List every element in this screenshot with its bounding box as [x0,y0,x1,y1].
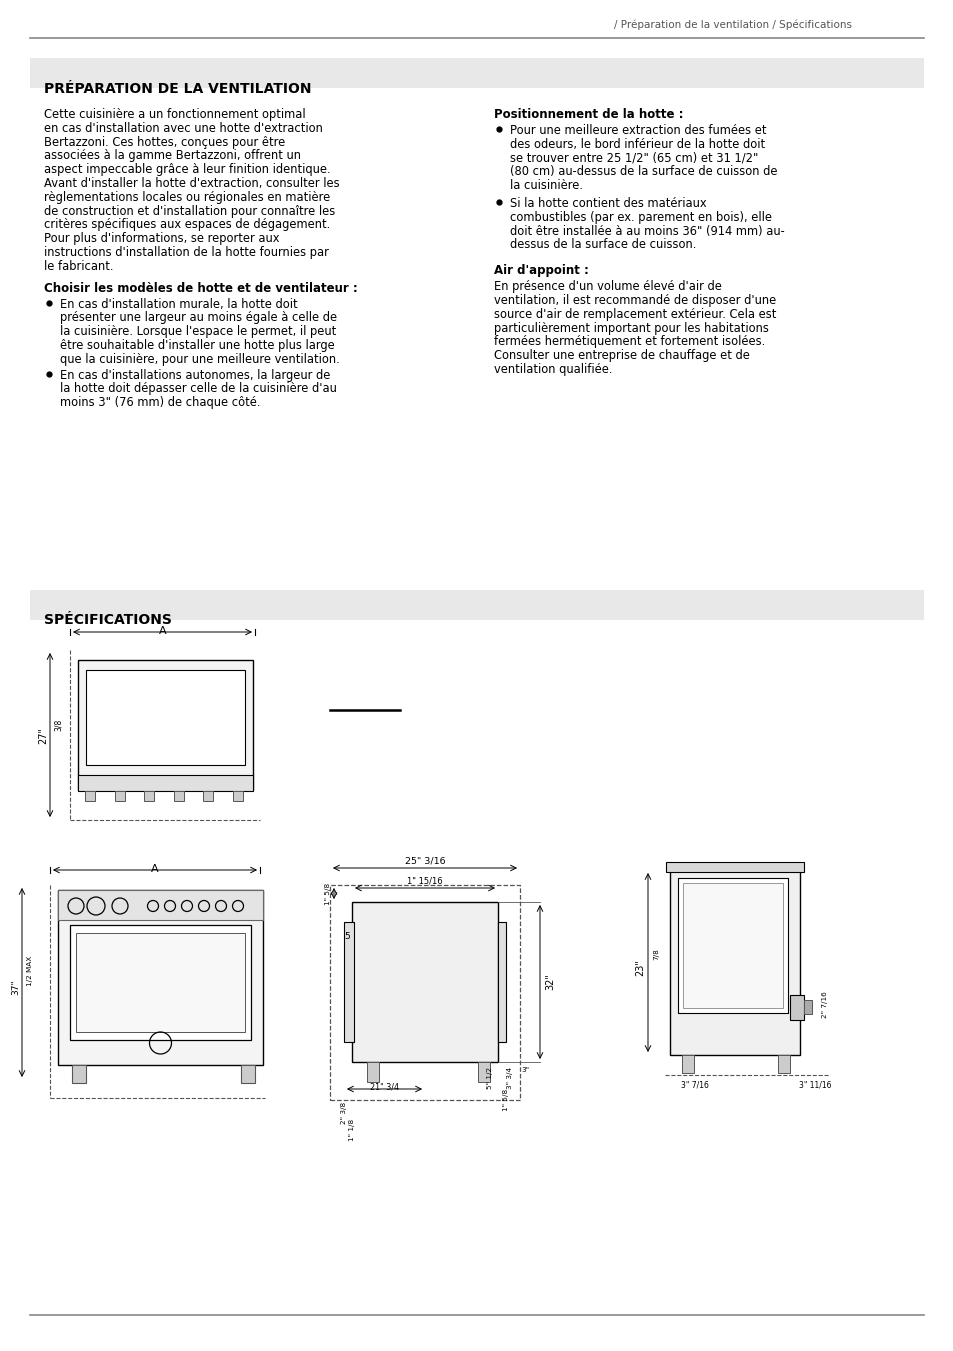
Text: Pour plus d'informations, se reporter aux: Pour plus d'informations, se reporter au… [44,232,279,245]
Bar [85,790,95,801]
Bar [233,790,243,801]
Text: 1/2 MAX: 1/2 MAX [27,955,33,986]
Text: 5" 1/2: 5" 1/2 [486,1067,493,1089]
Text: Consulter une entreprise de chauffage et de: Consulter une entreprise de chauffage et… [494,349,749,362]
Bar [114,790,125,801]
Text: Si la hotte contient des matériaux: Si la hotte contient des matériaux [510,197,706,209]
Text: En cas d'installations autonomes, la largeur de: En cas d'installations autonomes, la lar… [60,369,330,381]
Text: 32": 32" [544,974,555,990]
Text: Avant d'installer la hotte d'extraction, consulter les: Avant d'installer la hotte d'extraction,… [44,177,339,190]
Text: 1" 15/16: 1" 15/16 [407,877,442,886]
Text: Air d'appoint :: Air d'appoint : [494,265,588,277]
Text: 1" 1/8: 1" 1/8 [349,1119,355,1142]
Text: présenter une largeur au moins égale à celle de: présenter une largeur au moins égale à c… [60,311,336,324]
Text: 25" 3/16: 25" 3/16 [404,857,445,866]
Text: En présence d'un volume élevé d'air de: En présence d'un volume élevé d'air de [494,280,721,293]
Text: critères spécifiques aux espaces de dégagement.: critères spécifiques aux espaces de déga… [44,219,330,231]
Text: Pour une meilleure extraction des fumées et: Pour une meilleure extraction des fumées… [510,124,765,136]
Bar [669,870,800,1055]
Bar [477,1062,490,1082]
Bar [58,890,263,920]
Text: source d'air de remplacement extérieur. Cela est: source d'air de remplacement extérieur. … [494,308,776,320]
Text: la cuisinière. Lorsque l'espace le permet, il peut: la cuisinière. Lorsque l'espace le perme… [60,326,335,338]
Text: associées à la gamme Bertazzoni, offrent un: associées à la gamme Bertazzoni, offrent… [44,150,301,162]
Text: de construction et d'installation pour connaître les: de construction et d'installation pour c… [44,204,335,218]
Text: aspect impeccable grâce à leur finition identique.: aspect impeccable grâce à leur finition … [44,163,331,176]
Bar [330,885,519,1100]
Bar [30,58,923,88]
Bar [682,884,782,1008]
Text: particulièrement important pour les habitations: particulièrement important pour les habi… [494,322,768,335]
Bar [665,862,803,871]
Bar [78,661,253,790]
Bar [78,775,253,790]
Bar [352,902,497,1062]
Text: doit être installée à au moins 36" (914 mm) au-: doit être installée à au moins 36" (914 … [510,224,784,238]
Text: dessus de la surface de cuisson.: dessus de la surface de cuisson. [510,238,696,251]
Text: le fabricant.: le fabricant. [44,259,113,273]
Text: 23": 23" [635,959,644,975]
Text: 3" 3/4: 3" 3/4 [506,1067,513,1089]
Bar [70,925,251,1040]
Bar [344,921,354,1042]
Text: Positionnement de la hotte :: Positionnement de la hotte : [494,108,682,122]
Bar [144,790,154,801]
Bar [367,1062,378,1082]
Text: 5: 5 [344,932,350,942]
Text: 3": 3" [520,1067,529,1073]
Bar [789,994,803,1020]
Bar [86,670,245,765]
Text: Bertazzoni. Ces hottes, conçues pour être: Bertazzoni. Ces hottes, conçues pour êtr… [44,135,285,149]
Text: règlementations locales ou régionales en matière: règlementations locales ou régionales en… [44,190,330,204]
Bar [678,878,787,1013]
Text: 21" 3/4: 21" 3/4 [370,1082,398,1092]
Text: 27": 27" [38,727,48,743]
Text: Choisir les modèles de hotte et de ventilateur :: Choisir les modèles de hotte et de venti… [44,281,357,295]
Text: 1" 5/8: 1" 5/8 [502,1089,509,1111]
Text: la hotte doit dépasser celle de la cuisinière d'au: la hotte doit dépasser celle de la cuisi… [60,382,336,396]
Bar [497,921,505,1042]
Text: que la cuisinière, pour une meilleure ventilation.: que la cuisinière, pour une meilleure ve… [60,353,339,366]
Text: (80 cm) au-dessus de la surface de cuisson de: (80 cm) au-dessus de la surface de cuiss… [510,165,777,178]
Bar [241,1065,254,1084]
Bar [76,934,245,1032]
Text: en cas d'installation avec une hotte d'extraction: en cas d'installation avec une hotte d'e… [44,122,322,135]
Text: 2" 7/16: 2" 7/16 [821,992,827,1019]
Text: être souhaitable d'installer une hotte plus large: être souhaitable d'installer une hotte p… [60,339,335,353]
Text: 37": 37" [11,979,20,996]
Text: A: A [158,626,166,636]
Text: se trouver entre 25 1/2" (65 cm) et 31 1/2": se trouver entre 25 1/2" (65 cm) et 31 1… [510,151,758,165]
Text: / Préparation de la ventilation / Spécifications: / Préparation de la ventilation / Spécif… [614,20,851,30]
Text: Cette cuisinière a un fonctionnement optimal: Cette cuisinière a un fonctionnement opt… [44,108,305,122]
Text: 3" 7/16: 3" 7/16 [680,1079,708,1089]
Text: la cuisinière.: la cuisinière. [510,180,582,192]
Text: A: A [151,865,158,874]
Text: ventilation, il est recommandé de disposer d'une: ventilation, il est recommandé de dispos… [494,295,776,307]
Bar [58,890,263,1065]
Bar [803,1000,811,1015]
Text: 1" 5/8: 1" 5/8 [325,882,331,905]
Text: moins 3" (76 mm) de chaque côté.: moins 3" (76 mm) de chaque côté. [60,396,260,409]
Text: 2" 3/8: 2" 3/8 [340,1102,347,1124]
Bar [203,790,213,801]
Text: ventilation qualifiée.: ventilation qualifiée. [494,363,612,376]
Text: PRÉPARATION DE LA VENTILATION: PRÉPARATION DE LA VENTILATION [44,82,312,96]
Text: instructions d'installation de la hotte fournies par: instructions d'installation de la hotte … [44,246,329,259]
Bar [30,590,923,620]
Bar [71,1065,86,1084]
Bar [173,790,184,801]
Text: En cas d'installation murale, la hotte doit: En cas d'installation murale, la hotte d… [60,297,297,311]
Text: SPÉCIFICATIONS: SPÉCIFICATIONS [44,613,172,627]
Text: 3/8: 3/8 [53,719,63,731]
Text: des odeurs, le bord inférieur de la hotte doit: des odeurs, le bord inférieur de la hott… [510,138,764,151]
Text: combustibles (par ex. parement en bois), elle: combustibles (par ex. parement en bois),… [510,211,771,224]
Bar [681,1055,693,1073]
Text: 3" 11/16: 3" 11/16 [798,1079,830,1089]
Text: fermées hermétiquement et fortement isolées.: fermées hermétiquement et fortement isol… [494,335,764,349]
Text: 7/8: 7/8 [652,948,659,961]
Bar [778,1055,789,1073]
